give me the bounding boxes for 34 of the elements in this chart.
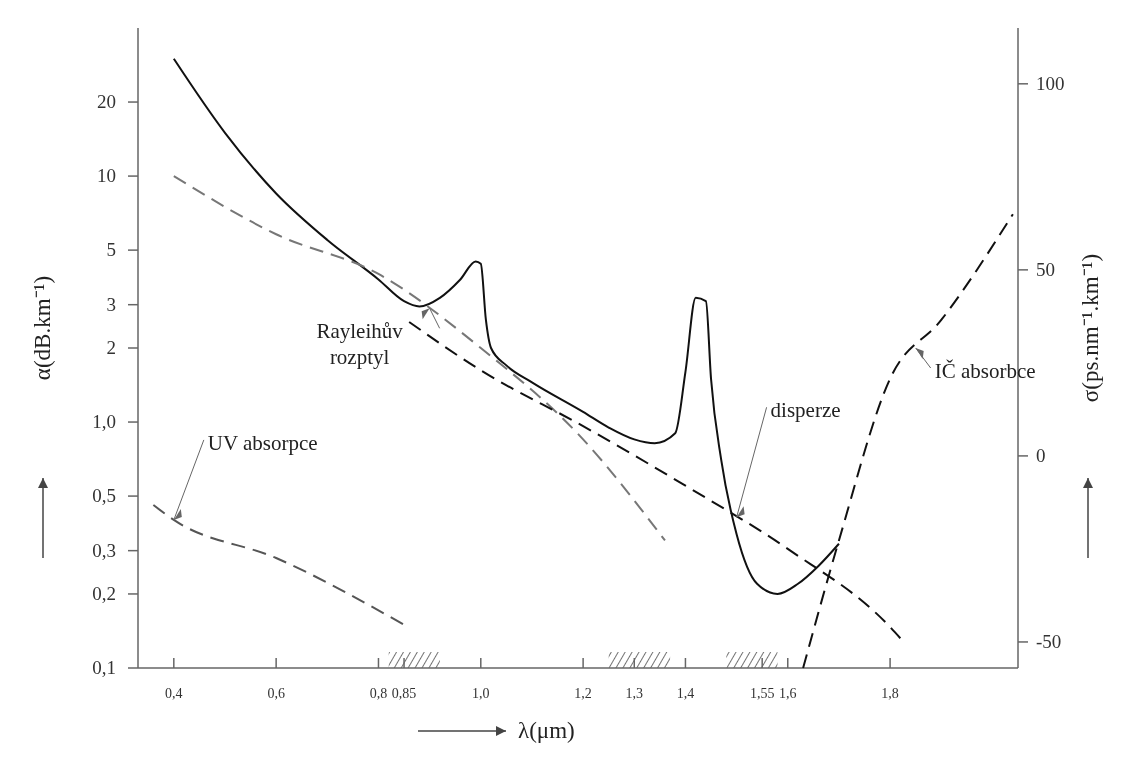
x-axis-title: λ(μm) <box>518 718 575 743</box>
x-tick-label: 1,0 <box>472 686 490 701</box>
x-tick-label: 0,4 <box>165 686 183 701</box>
y-tick-label: 0,1 <box>92 657 116 678</box>
x-tick-label: 0,8 <box>369 686 388 701</box>
annotation: Rayleihův rozptyl <box>316 319 404 370</box>
annotation: disperze <box>770 398 841 423</box>
y-tick-label: 0,2 <box>92 582 116 604</box>
annotation: UV absorpce <box>207 430 318 455</box>
y-tick-label: 3 <box>106 293 116 315</box>
line-series <box>152 503 406 626</box>
annotation: IČ absorbce <box>934 359 1036 383</box>
y2-tick-label: 100 <box>1036 72 1065 94</box>
y-tick-label: 10 <box>97 165 116 187</box>
y-tick-label: 0,3 <box>92 539 116 561</box>
line-series <box>172 175 666 542</box>
y2-axis-title: σ(ps.nm⁻¹.km⁻¹) <box>1078 253 1103 403</box>
y-tick-label: 2 <box>106 337 116 358</box>
x-tick-label: 0,6 <box>267 686 285 701</box>
x-tick-label: 1,8 <box>881 686 899 701</box>
x-tick-label: 1,6 <box>779 686 797 701</box>
y2-tick-label: 0 <box>1036 444 1046 466</box>
y-axis-title: α(dB.km⁻¹) <box>30 275 55 381</box>
x-tick-label: 1,55 <box>749 686 775 701</box>
x-tick-label: 1,4 <box>676 686 695 701</box>
y-tick-label: 20 <box>97 91 116 113</box>
y2-tick-label: 50 <box>1036 258 1055 280</box>
y-tick-label: 5 <box>106 239 116 261</box>
x-tick-label: 1,2 <box>574 686 592 701</box>
y2-tick-label: -50 <box>1036 630 1062 652</box>
x-tick-label: 0,85 <box>391 686 417 701</box>
y-tick-label: 1,0 <box>92 411 116 433</box>
x-tick-label: 1,3 <box>625 686 644 701</box>
y-tick-label: 0,5 <box>92 485 116 507</box>
